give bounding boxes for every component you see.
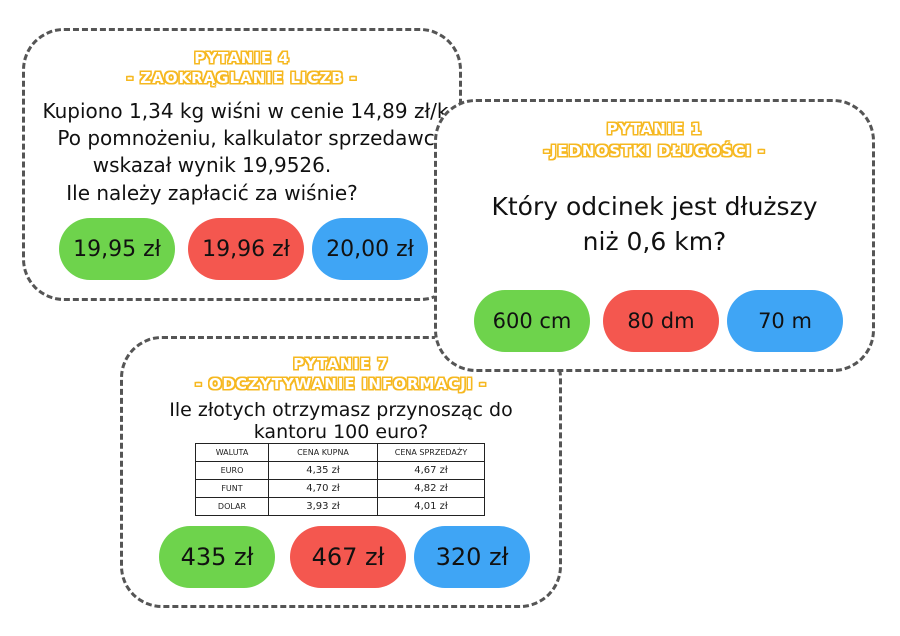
table-header-row: WALUTA CENA KUPNA CENA SPRZEDAŻY (195, 443, 485, 462)
card-1-title: PYTANIE 1 (606, 120, 703, 138)
card-1-subtitle: -JEDNOSTKI DŁUGOŚCI - (543, 142, 766, 160)
card-4-answer-b-button[interactable]: 19,96 zł (188, 218, 304, 280)
card-4-answer-c-button[interactable]: 20,00 zł (312, 218, 428, 280)
table-header-cell: CENA SPRZEDAŻY (377, 443, 485, 462)
card-7-subtitle: - ODCZYTYWANIE INFORMACJI - (195, 375, 487, 393)
table-cell: 4,67 zł (377, 461, 485, 480)
table-cell: FUNT (195, 479, 269, 498)
table-row: EURO 4,35 zł 4,67 zł (195, 461, 485, 480)
card-1-question-line-2: niż 0,6 km? (582, 227, 727, 256)
card-7-question-line-2: kantoru 100 euro? (253, 421, 429, 443)
card-4-question-line-1: Kupiono 1,34 kg wiśni w cenie 14,89 zł/k… (42, 99, 468, 123)
card-1-question-line-1: Który odcinek jest dłuższy (491, 192, 818, 221)
card-4-question-line-3: wskazał wynik 19,9526. (92, 153, 332, 177)
table-header-cell: WALUTA (195, 443, 269, 462)
table-cell: 4,35 zł (268, 461, 378, 480)
card-question-1: PYTANIE 1 -JEDNOSTKI DŁUGOŚCI - Który od… (434, 99, 875, 372)
table-header-cell: CENA KUPNA (268, 443, 378, 462)
card-4-title: PYTANIE 4 (194, 49, 290, 67)
card-4-question-line-4: Ile należy zapłacić za wiśnie? (66, 181, 358, 205)
card-1-answer-a-button[interactable]: 600 cm (474, 290, 590, 352)
card-7-answer-a-button[interactable]: 435 zł (159, 526, 275, 588)
card-7-question-line-1: Ile złotych otrzymasz przynosząc do (169, 399, 513, 421)
card-1-answer-c-button[interactable]: 70 m (727, 290, 843, 352)
card-7-answer-c-button[interactable]: 320 zł (414, 526, 530, 588)
table-cell: 4,82 zł (377, 479, 485, 498)
table-cell: 4,01 zł (377, 497, 485, 516)
card-4-subtitle: - ZAOKRĄGLANIE LICZB - (126, 69, 358, 87)
table-cell: 4,70 zł (268, 479, 378, 498)
card-1-answer-b-button[interactable]: 80 dm (603, 290, 719, 352)
table-row: FUNT 4,70 zł 4,82 zł (195, 479, 485, 498)
card-question-7: PYTANIE 7 - ODCZYTYWANIE INFORMACJI - Il… (120, 336, 562, 608)
card-4-answer-a-button[interactable]: 19,95 zł (59, 218, 175, 280)
table-cell: 3,93 zł (268, 497, 378, 516)
table-cell: EURO (195, 461, 269, 480)
card-question-4: PYTANIE 4 - ZAOKRĄGLANIE LICZB - Kupiono… (22, 28, 468, 301)
exchange-rate-table: WALUTA CENA KUPNA CENA SPRZEDAŻY EURO 4,… (195, 443, 485, 516)
card-7-answer-b-button[interactable]: 467 zł (290, 526, 406, 588)
card-4-question-line-2: Po pomnożeniu, kalkulator sprzedawcy (57, 126, 447, 150)
table-row: DOLAR 3,93 zł 4,01 zł (195, 497, 485, 516)
card-7-title: PYTANIE 7 (293, 355, 389, 373)
table-cell: DOLAR (195, 497, 269, 516)
